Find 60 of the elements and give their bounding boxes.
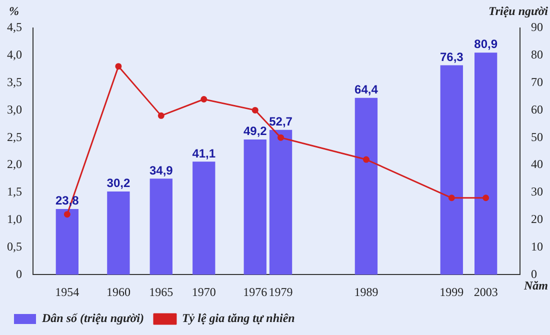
point bbox=[362, 156, 370, 163]
data-label: 34,9 bbox=[149, 163, 174, 178]
bar bbox=[269, 130, 292, 275]
bar bbox=[150, 178, 172, 275]
y-tick-label: 2,0 bbox=[7, 157, 22, 172]
data-label: 64,4 bbox=[354, 82, 378, 96]
data-label: 80,9 bbox=[474, 37, 498, 52]
x-tick-label: 1965 bbox=[149, 284, 174, 299]
data-label: 76,3 bbox=[440, 50, 464, 64]
y-tick-label: 2,5 bbox=[7, 130, 22, 144]
point bbox=[64, 211, 70, 218]
y-tick-label: 1,5 bbox=[7, 184, 22, 199]
legend-label: Dân số (triệu người) bbox=[41, 311, 144, 326]
y2-tick-label: 70 bbox=[531, 74, 543, 89]
y-tick-label: 1,0 bbox=[7, 212, 22, 226]
y2-axis-title: Triệu người bbox=[488, 4, 549, 18]
x-tick-label: 2003 bbox=[474, 284, 498, 299]
bar bbox=[56, 209, 79, 275]
data-label: 41,1 bbox=[192, 146, 216, 160]
y-tick-label: 4,5 bbox=[7, 20, 22, 34]
y-tick-label: 3,5 bbox=[7, 74, 22, 89]
x-tick-label: 1976 bbox=[243, 284, 268, 299]
data-label: 30,2 bbox=[106, 176, 130, 190]
point bbox=[158, 112, 164, 119]
data-label: 49,2 bbox=[243, 124, 268, 138]
y2-tick-label: 40 bbox=[531, 157, 543, 172]
legend-label: Tỷ lệ gia tăng tự nhiên bbox=[182, 311, 296, 326]
bar bbox=[354, 98, 378, 275]
x-tick-label: 1999 bbox=[440, 284, 464, 299]
data-label: 52,7 bbox=[269, 114, 293, 129]
point bbox=[278, 134, 284, 141]
x-axis-title: Năm bbox=[523, 278, 548, 293]
x-tick-label: 1960 bbox=[106, 284, 130, 299]
y-tick-label: 3,0 bbox=[7, 102, 22, 116]
y2-tick-label: 80 bbox=[531, 48, 543, 62]
y2-tick-label: 10 bbox=[531, 239, 543, 254]
y-tick-label: 0,5 bbox=[7, 239, 22, 254]
y2-tick-label: 0 bbox=[531, 266, 537, 281]
point bbox=[200, 96, 208, 102]
point bbox=[448, 194, 455, 202]
bar bbox=[107, 192, 130, 275]
y-tick-label: 4,0 bbox=[7, 48, 22, 62]
x-tick-label: 1989 bbox=[354, 284, 378, 299]
x-tick-label: 1979 bbox=[268, 284, 293, 299]
bar bbox=[440, 65, 463, 275]
y2-tick-label: 20 bbox=[531, 212, 543, 226]
y2-tick-label: 30 bbox=[531, 184, 543, 199]
bar bbox=[192, 162, 216, 275]
y-tick-label: 0 bbox=[16, 266, 22, 281]
point bbox=[252, 106, 258, 114]
bar bbox=[244, 139, 266, 275]
y-axis-title: % bbox=[9, 4, 19, 18]
y2-tick-label: 50 bbox=[531, 130, 543, 144]
y2-tick-label: 90 bbox=[531, 20, 543, 34]
bar bbox=[474, 52, 498, 275]
x-tick-label: 1970 bbox=[192, 284, 216, 299]
x-tick-label: 1954 bbox=[55, 284, 80, 299]
point bbox=[115, 63, 122, 70]
point bbox=[482, 194, 490, 202]
y2-tick-label: 60 bbox=[531, 102, 543, 116]
